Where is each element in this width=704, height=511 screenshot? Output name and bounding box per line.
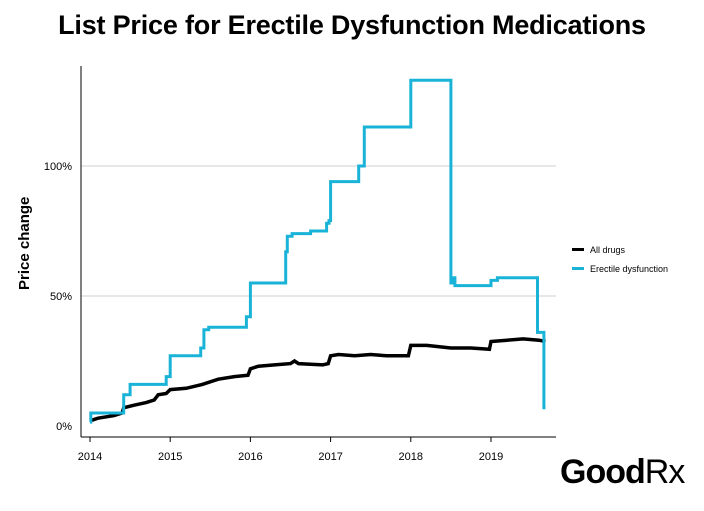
x-tick-label-2016: 2016 [238, 451, 262, 463]
x-tick-label-2018: 2018 [399, 451, 423, 463]
legend-item-erectile-dysfunction: Erectile dysfunction [572, 259, 668, 278]
brand-suffix: Rx [644, 453, 686, 491]
legend-item-all-drugs: All drugs [572, 240, 668, 259]
legend-label-erectile-dysfunction: Erectile dysfunction [590, 263, 669, 274]
y-tick-label-1: 50% [50, 291, 72, 303]
y-tick-label-0: 0% [56, 421, 72, 433]
y-tick-label-2: 100% [44, 161, 72, 173]
y-axis-title: Price change [16, 196, 33, 290]
legend-swatch-all-drugs [572, 248, 584, 251]
x-tick-label-2017: 2017 [318, 451, 342, 463]
legend: All drugs Erectile dysfunction [572, 240, 668, 278]
x-tick-label-2015: 2015 [158, 451, 182, 463]
goodrx-logo: GoodRx [560, 453, 686, 492]
chart-title: List Price for Erectile Dysfunction Medi… [58, 10, 646, 40]
brand-name: Good [560, 453, 646, 491]
series-line-erectile-dysfunction [89, 78, 546, 424]
x-tick-label-2014: 2014 [78, 451, 102, 463]
x-tick-label-2019: 2019 [479, 451, 503, 463]
legend-label-all-drugs: All drugs [590, 244, 626, 255]
series-line-all-drugs [89, 337, 546, 423]
legend-swatch-erectile-dysfunction [572, 267, 584, 270]
